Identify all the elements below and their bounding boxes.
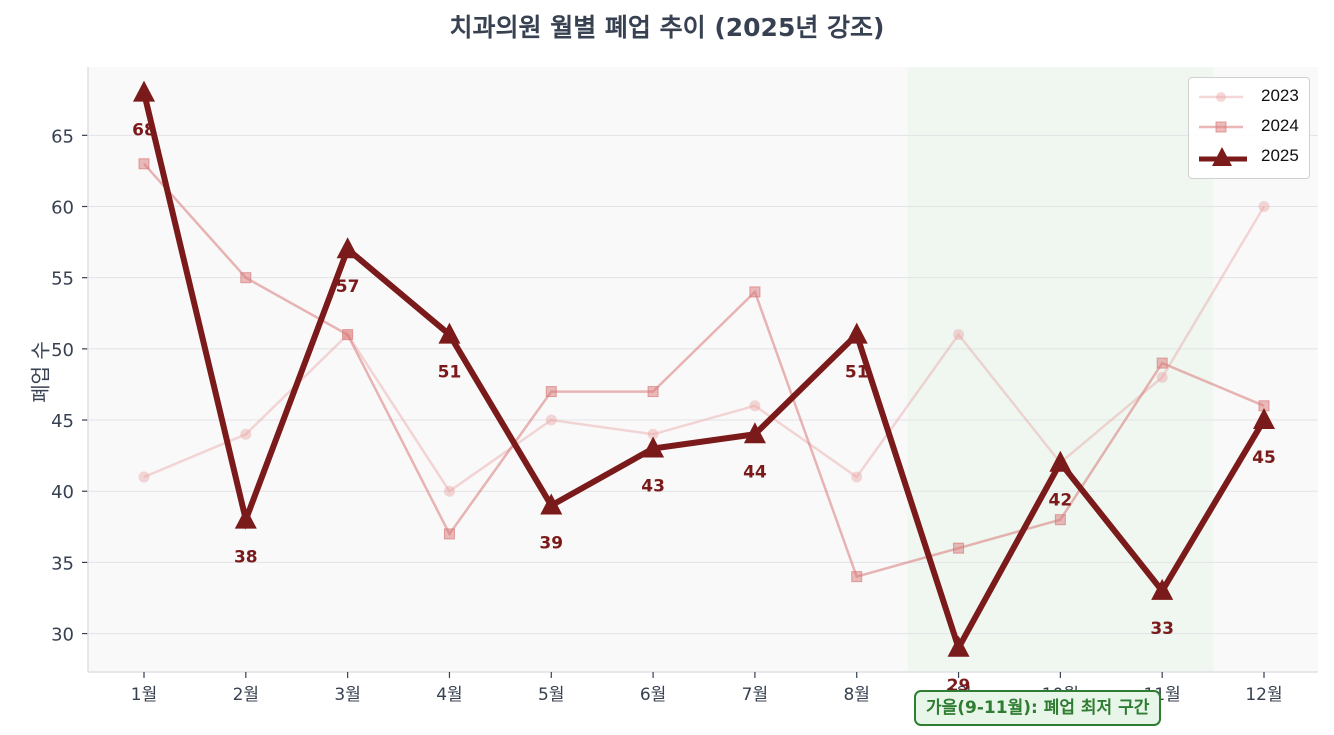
data-point bbox=[953, 329, 965, 341]
series-2024 bbox=[138, 158, 1270, 583]
data-label: 68 bbox=[132, 121, 156, 141]
data-label: 42 bbox=[1049, 491, 1073, 511]
data-label: 39 bbox=[539, 533, 563, 553]
x-tick-label: 6월 bbox=[640, 685, 666, 705]
data-point bbox=[240, 272, 252, 284]
square-marker-icon bbox=[1199, 121, 1243, 133]
data-point bbox=[647, 428, 659, 440]
legend-label: 2025 bbox=[1261, 146, 1299, 165]
data-point bbox=[133, 80, 155, 102]
y-tick-label: 60 bbox=[51, 198, 74, 219]
data-point bbox=[138, 158, 150, 170]
y-tick-label: 30 bbox=[51, 625, 74, 646]
data-point bbox=[540, 493, 563, 515]
x-tick-label: 3월 bbox=[334, 685, 360, 705]
y-tick-label: 50 bbox=[51, 340, 74, 361]
data-label: 51 bbox=[438, 363, 462, 383]
data-point bbox=[947, 635, 970, 657]
data-point bbox=[1049, 450, 1072, 472]
data-point bbox=[438, 322, 461, 344]
data-point bbox=[647, 386, 659, 398]
x-tick-label: 4월 bbox=[436, 685, 462, 705]
data-point bbox=[234, 507, 257, 529]
data-point bbox=[845, 322, 868, 344]
data-point bbox=[1253, 408, 1275, 430]
triangle-marker-icon bbox=[1199, 147, 1247, 166]
x-tick-label: 12월 bbox=[1245, 685, 1282, 705]
data-point bbox=[545, 386, 557, 398]
data-point bbox=[443, 485, 455, 497]
x-tick-label: 8월 bbox=[843, 685, 869, 705]
data-point bbox=[240, 428, 252, 440]
autumn-annotation: 가을(9-11월): 폐업 최저 구간 bbox=[914, 690, 1162, 726]
data-point bbox=[851, 471, 863, 483]
data-point bbox=[851, 571, 863, 583]
data-label: 43 bbox=[641, 477, 665, 497]
x-tick-label: 1월 bbox=[131, 685, 157, 705]
legend-item-2023: 2023 bbox=[1197, 82, 1305, 112]
circle-marker-icon bbox=[1199, 92, 1243, 102]
legend-item-2025: 2025 bbox=[1197, 142, 1305, 172]
data-label: 57 bbox=[336, 277, 360, 297]
legend-label: 2024 bbox=[1261, 116, 1299, 135]
data-point bbox=[749, 286, 761, 298]
data-point bbox=[1156, 357, 1168, 369]
data-point bbox=[443, 528, 455, 540]
data-point bbox=[1258, 201, 1270, 213]
x-tick-label: 7월 bbox=[742, 685, 768, 705]
y-tick-label: 40 bbox=[51, 482, 74, 503]
legend-item-2024: 2024 bbox=[1197, 112, 1305, 142]
x-tick-label: 5월 bbox=[538, 685, 564, 705]
data-point bbox=[342, 329, 354, 341]
legend-label: 2023 bbox=[1261, 86, 1299, 105]
data-label: 51 bbox=[845, 363, 869, 383]
legend: 2023 2024 2025 bbox=[1188, 77, 1310, 179]
data-label: 44 bbox=[743, 462, 767, 482]
data-point bbox=[545, 414, 557, 426]
y-tick-label: 65 bbox=[51, 126, 74, 147]
autumn-highlight-region bbox=[907, 67, 1214, 672]
data-point bbox=[743, 422, 766, 444]
data-point bbox=[1151, 578, 1174, 600]
y-tick-label: 55 bbox=[51, 269, 74, 290]
y-tick-label: 45 bbox=[51, 411, 74, 432]
data-point bbox=[642, 436, 665, 458]
data-point bbox=[1156, 371, 1168, 383]
data-label: 33 bbox=[1150, 619, 1174, 639]
data-point bbox=[1054, 514, 1066, 526]
data-point bbox=[138, 471, 150, 483]
data-label: 38 bbox=[234, 548, 258, 568]
chart-title: 치과의원 월별 폐업 추이 (2025년 강조) bbox=[449, 13, 885, 42]
x-tick-label: 2월 bbox=[233, 685, 259, 705]
data-label: 45 bbox=[1252, 448, 1276, 468]
data-point bbox=[336, 237, 359, 259]
data-point bbox=[953, 542, 965, 554]
y-tick-label: 35 bbox=[51, 553, 74, 574]
data-point bbox=[749, 400, 761, 412]
